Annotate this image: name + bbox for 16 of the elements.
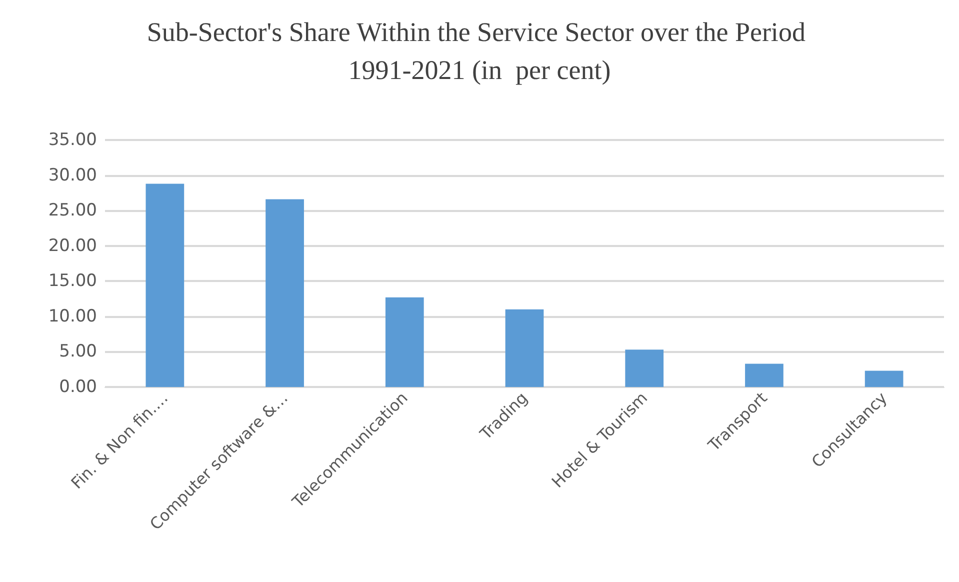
bar — [864, 370, 904, 387]
bar — [505, 309, 544, 387]
y-tick-label: 10.00 — [48, 306, 97, 326]
y-tick-label: 20.00 — [48, 236, 97, 256]
bar — [146, 184, 184, 387]
bar — [266, 199, 304, 387]
bar — [625, 350, 664, 387]
bar — [745, 364, 784, 387]
y-tick-label: 15.00 — [48, 271, 97, 292]
y-tick-label: 25.00 — [48, 200, 97, 221]
y-tick-label: 5.00 — [59, 342, 97, 362]
y-tick-label: 0.00 — [59, 377, 97, 397]
y-tick-label: 30.00 — [48, 165, 97, 186]
chart-title: Sub-Sector's Share Within the Service Sector over the Period 1991-2021 (in per cent) — [146, 17, 812, 85]
y-tick-label: 35.00 — [48, 130, 97, 150]
bar — [385, 297, 424, 387]
